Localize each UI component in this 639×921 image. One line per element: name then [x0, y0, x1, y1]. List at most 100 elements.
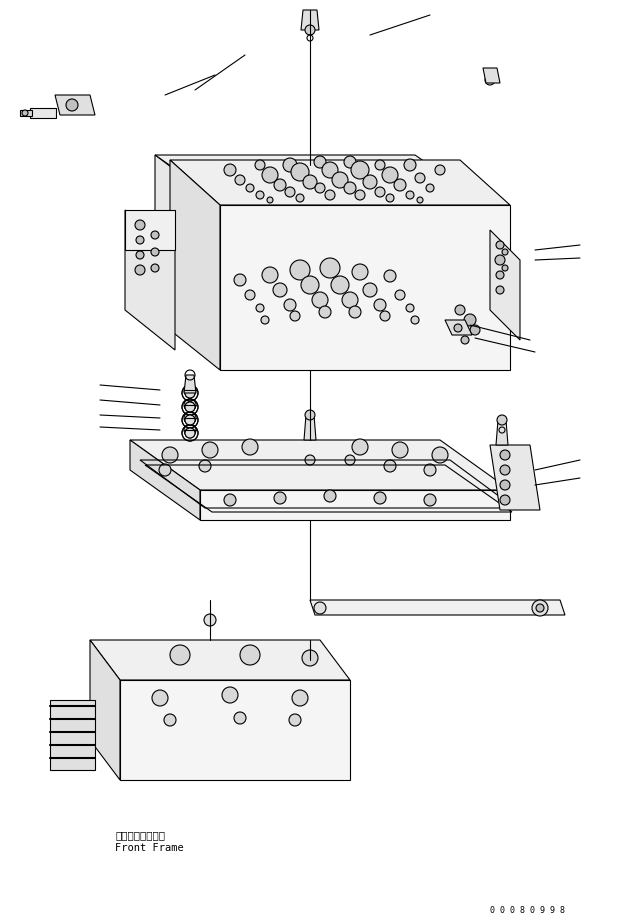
Circle shape [432, 447, 448, 463]
Circle shape [199, 460, 211, 472]
Circle shape [500, 450, 510, 460]
Circle shape [314, 156, 326, 168]
Circle shape [500, 480, 510, 490]
Polygon shape [155, 155, 215, 355]
Circle shape [290, 260, 310, 280]
Circle shape [363, 283, 377, 297]
Circle shape [355, 190, 365, 200]
Polygon shape [304, 415, 316, 440]
Circle shape [314, 602, 326, 614]
Circle shape [352, 264, 368, 280]
Circle shape [363, 175, 377, 189]
Circle shape [344, 156, 356, 168]
Circle shape [185, 402, 195, 412]
Circle shape [320, 258, 340, 278]
Circle shape [332, 172, 348, 188]
Circle shape [185, 388, 195, 398]
Circle shape [170, 645, 190, 665]
Circle shape [234, 712, 246, 724]
Circle shape [135, 220, 145, 230]
Circle shape [66, 99, 78, 111]
Polygon shape [310, 600, 565, 615]
Circle shape [222, 687, 238, 703]
Circle shape [500, 495, 510, 505]
Circle shape [151, 264, 159, 272]
Circle shape [152, 690, 168, 706]
Circle shape [532, 600, 548, 616]
Circle shape [500, 465, 510, 475]
Circle shape [162, 447, 178, 463]
Circle shape [345, 455, 355, 465]
Polygon shape [130, 440, 510, 490]
Circle shape [136, 251, 144, 259]
Circle shape [262, 167, 278, 183]
Circle shape [426, 184, 434, 192]
Circle shape [380, 311, 390, 321]
Circle shape [185, 428, 195, 438]
Circle shape [261, 316, 269, 324]
Circle shape [485, 75, 495, 85]
Circle shape [464, 314, 476, 326]
Circle shape [352, 439, 368, 455]
Polygon shape [215, 200, 480, 355]
Circle shape [303, 175, 317, 189]
Circle shape [382, 167, 398, 183]
Polygon shape [125, 210, 175, 250]
Circle shape [496, 241, 504, 249]
Circle shape [185, 415, 195, 425]
Circle shape [305, 455, 315, 465]
Circle shape [202, 442, 218, 458]
Polygon shape [90, 640, 350, 680]
Circle shape [240, 645, 260, 665]
Polygon shape [125, 210, 175, 350]
Circle shape [224, 494, 236, 506]
Circle shape [406, 304, 414, 312]
Polygon shape [170, 160, 510, 205]
Circle shape [185, 428, 195, 438]
Circle shape [374, 492, 386, 504]
Circle shape [274, 492, 286, 504]
Circle shape [344, 182, 356, 194]
Circle shape [496, 271, 504, 279]
Circle shape [267, 197, 273, 203]
Circle shape [424, 464, 436, 476]
Circle shape [502, 249, 508, 255]
Circle shape [302, 650, 318, 666]
Polygon shape [490, 445, 540, 510]
Circle shape [234, 274, 246, 286]
Circle shape [502, 265, 508, 271]
Circle shape [185, 415, 195, 425]
Polygon shape [155, 155, 480, 200]
Circle shape [342, 292, 358, 308]
Circle shape [184, 412, 196, 424]
Circle shape [411, 316, 419, 324]
Circle shape [415, 173, 425, 183]
Polygon shape [120, 680, 350, 780]
Circle shape [349, 306, 361, 318]
Circle shape [185, 388, 195, 398]
Circle shape [305, 25, 315, 35]
Circle shape [204, 614, 216, 626]
Text: フロントフレーム: フロントフレーム [115, 830, 165, 840]
Circle shape [495, 255, 505, 265]
Circle shape [384, 270, 396, 282]
Circle shape [184, 384, 196, 396]
Polygon shape [90, 640, 120, 780]
Circle shape [22, 110, 28, 116]
Polygon shape [30, 108, 56, 118]
Polygon shape [55, 95, 95, 115]
Polygon shape [184, 375, 196, 393]
Circle shape [185, 402, 195, 412]
Polygon shape [130, 440, 200, 520]
Circle shape [256, 304, 264, 312]
Circle shape [283, 158, 297, 172]
Polygon shape [200, 490, 510, 520]
Circle shape [136, 236, 144, 244]
Circle shape [301, 276, 319, 294]
Circle shape [374, 299, 386, 311]
Circle shape [285, 187, 295, 197]
Circle shape [255, 160, 265, 170]
Circle shape [273, 283, 287, 297]
Circle shape [151, 231, 159, 239]
Circle shape [151, 248, 159, 256]
